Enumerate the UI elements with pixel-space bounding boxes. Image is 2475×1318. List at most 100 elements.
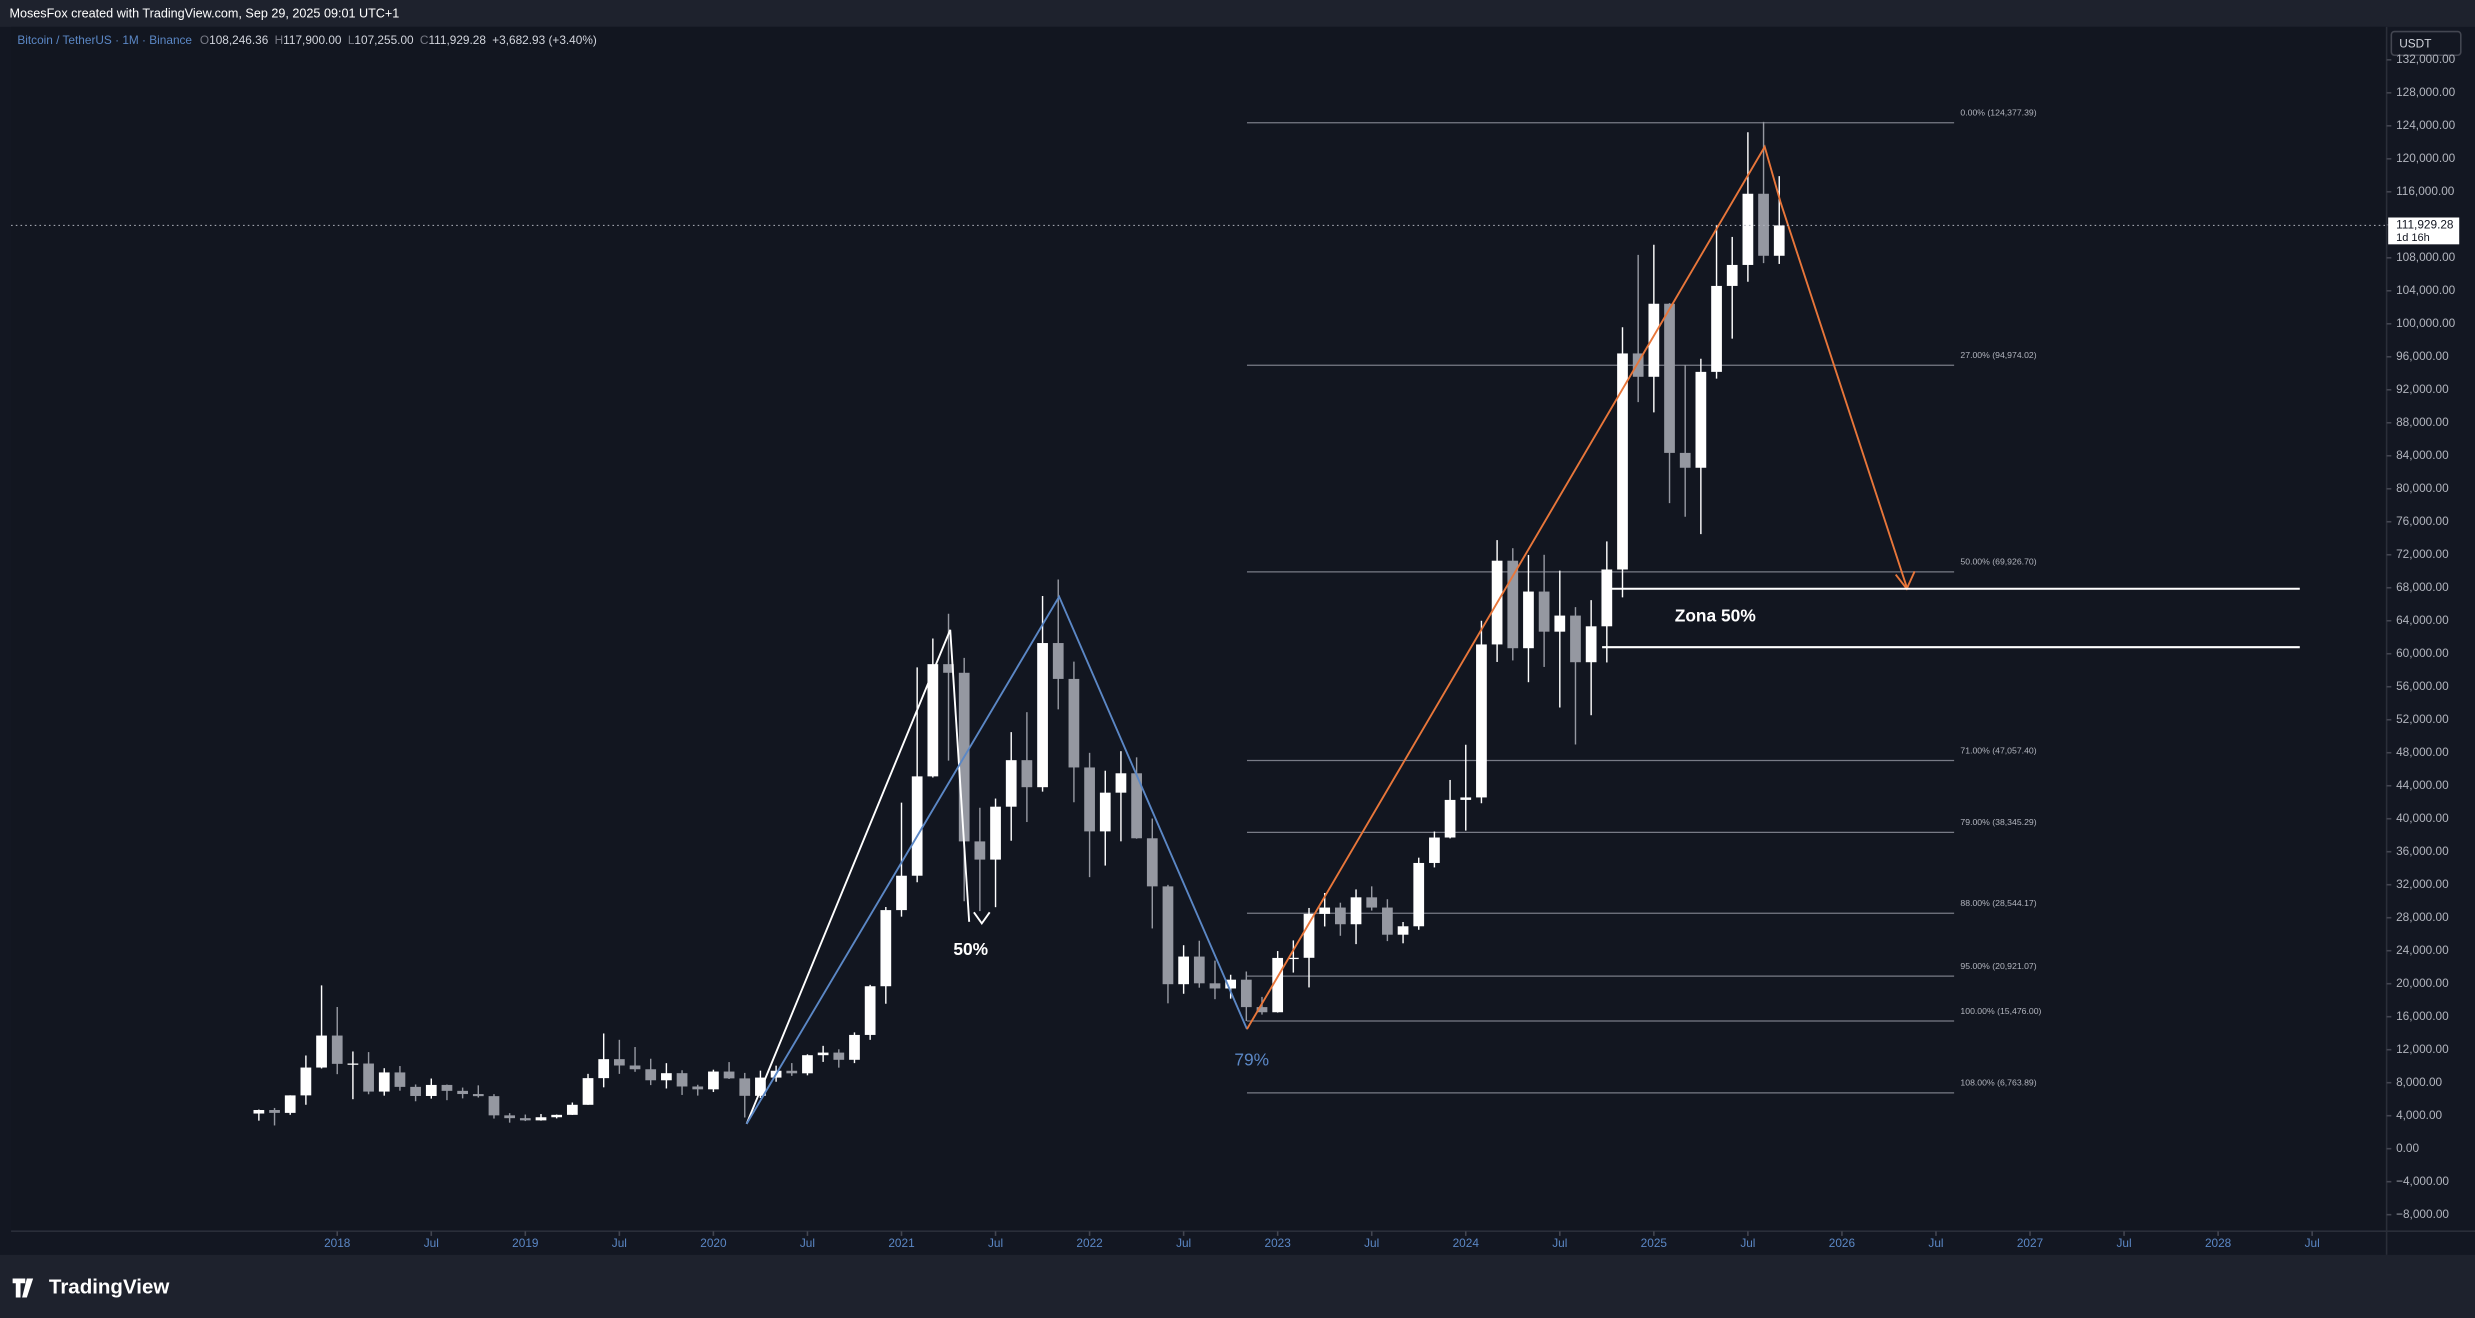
- candle-body: [723, 1071, 735, 1079]
- ohlc-value: 108,246.36: [209, 33, 269, 47]
- x-tick-label: Jul: [612, 1236, 627, 1250]
- last-price-box: [2388, 217, 2460, 245]
- ohlc-key: L: [348, 33, 355, 47]
- candle-body: [582, 1078, 594, 1105]
- candle-body: [566, 1104, 578, 1115]
- ohlc-key: O: [200, 33, 209, 47]
- candle-body: [1272, 957, 1284, 1013]
- candle-body: [363, 1063, 374, 1092]
- candle-body: [1225, 979, 1237, 989]
- candle-body: [1052, 643, 1064, 679]
- candle-body: [864, 986, 876, 1035]
- x-tick-label: Jul: [1928, 1236, 1943, 1250]
- candle-body: [269, 1110, 280, 1113]
- candle-body: [1193, 956, 1205, 984]
- fib-label: 88.00% (28,544.17): [1960, 898, 2036, 908]
- legend: Bitcoin / TetherUS · 1M · Binance O 108,24…: [17, 33, 597, 47]
- candle-body: [253, 1110, 265, 1114]
- y-tick-label: 56,000.00: [2396, 679, 2449, 693]
- candle-body: [1617, 353, 1628, 570]
- candle-body: [817, 1052, 829, 1056]
- x-tick-label: 2019: [512, 1236, 539, 1250]
- candle-body: [1444, 799, 1456, 838]
- candle-body: [1084, 767, 1095, 832]
- candle-body: [1256, 1007, 1268, 1013]
- candle-body: [1146, 838, 1158, 887]
- x-tick-label: Jul: [1176, 1236, 1191, 1250]
- header-bar: [0, 0, 2475, 27]
- footer-brand: TradingView: [49, 1275, 169, 1298]
- y-tick-label: −4,000.00: [2396, 1174, 2449, 1188]
- candle-body: [896, 875, 907, 911]
- candle-body: [661, 1073, 672, 1081]
- candle-body: [1131, 773, 1142, 839]
- wave-line-orange: [1246, 144, 1908, 1030]
- candle-body: [519, 1118, 531, 1121]
- candle-body: [927, 664, 939, 777]
- x-tick-label: 2020: [700, 1236, 727, 1250]
- currency-button[interactable]: [2390, 30, 2462, 57]
- candle-body: [943, 664, 954, 673]
- y-tick-label: 60,000.00: [2396, 646, 2449, 660]
- y-tick-label: 24,000.00: [2396, 943, 2449, 957]
- fib-label: 27.00% (94,974.02): [1960, 350, 2036, 360]
- candle-body: [300, 1067, 312, 1096]
- y-tick-label: 108,000.00: [2396, 250, 2456, 264]
- y-tick-label: 28,000.00: [2396, 910, 2449, 924]
- y-tick-label: 16,000.00: [2396, 1009, 2449, 1023]
- candle-body: [880, 910, 892, 987]
- candle-body: [1726, 264, 1738, 286]
- wave-line-blue: [745, 594, 1248, 1125]
- x-tick-label: Jul: [800, 1236, 815, 1250]
- y-tick-label: 12,000.00: [2396, 1042, 2449, 1056]
- annotation: Zona 50%: [1675, 606, 1756, 626]
- candle-body: [1460, 797, 1472, 800]
- x-tick-label: 2023: [1265, 1236, 1292, 1250]
- candle-body: [1601, 569, 1613, 627]
- y-tick-label: 132,000.00: [2396, 52, 2456, 66]
- candle-body: [1413, 862, 1425, 927]
- candle-body: [1335, 907, 1346, 925]
- candle-body: [1115, 773, 1127, 793]
- candle-body: [1585, 626, 1597, 663]
- candle-body: [1632, 353, 1644, 377]
- candle-body: [441, 1084, 453, 1091]
- y-tick-label: 84,000.00: [2396, 448, 2449, 462]
- tv-logo: [12, 1278, 34, 1298]
- wave-line-white: [745, 629, 971, 1125]
- candle-body: [739, 1078, 751, 1096]
- footer-bar: [0, 1254, 2475, 1318]
- candle-body: [786, 1070, 798, 1074]
- candle-body: [1303, 913, 1315, 958]
- candle-body: [911, 776, 923, 876]
- y-tick-label: 76,000.00: [2396, 514, 2449, 528]
- candle-body: [1350, 897, 1362, 925]
- x-tick-label: Jul: [2305, 1236, 2320, 1250]
- y-tick-label: 96,000.00: [2396, 349, 2449, 363]
- candle-body: [1178, 956, 1189, 985]
- candle-body: [378, 1072, 390, 1092]
- y-tick-label: 88,000.00: [2396, 415, 2449, 429]
- x-tick-label: Jul: [424, 1236, 439, 1250]
- candle-body: [645, 1069, 657, 1081]
- candle-body: [833, 1052, 845, 1060]
- header-text: MosesFox created with TradingView.com, S…: [9, 7, 399, 21]
- y-tick-label: 36,000.00: [2396, 844, 2449, 858]
- candle-body: [1429, 837, 1440, 863]
- y-tick-label: 92,000.00: [2396, 382, 2449, 396]
- candle-body: [1554, 615, 1566, 632]
- candle-body: [1476, 644, 1487, 798]
- candle-body: [1021, 760, 1033, 788]
- candle-body: [472, 1094, 484, 1097]
- candle-body: [1209, 983, 1221, 989]
- candle-body: [1037, 643, 1048, 788]
- candle-body: [1648, 303, 1660, 377]
- y-tick-label: 52,000.00: [2396, 712, 2449, 726]
- currency[interactable]: USDT: [2399, 36, 2431, 50]
- y-tick-label: 68,000.00: [2396, 580, 2449, 594]
- x-tick-label: 2021: [888, 1236, 914, 1250]
- candle-body: [316, 1035, 327, 1068]
- countdown: 1d 16h: [2396, 232, 2430, 244]
- fib-label: 79.00% (38,345.29): [1960, 817, 2036, 827]
- x-tick-label: Jul: [2117, 1236, 2132, 1250]
